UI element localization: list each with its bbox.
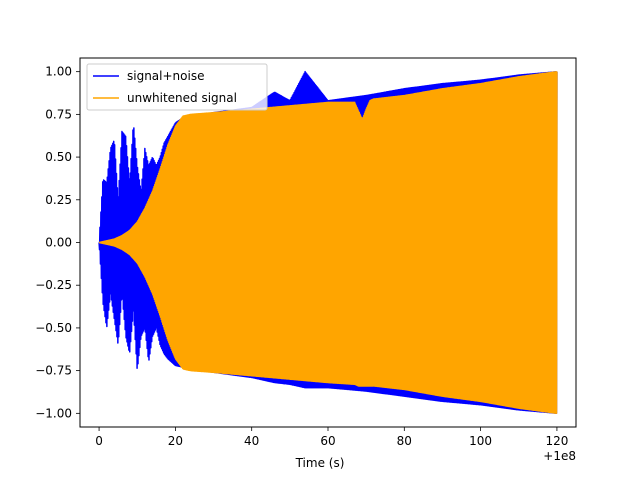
y-tick-label: 0.75 xyxy=(45,107,72,121)
series-layer xyxy=(98,70,558,415)
y-tick-label: 0.50 xyxy=(45,150,72,164)
y-tick-label: 0.25 xyxy=(45,193,72,207)
x-tick-label: 80 xyxy=(397,434,412,448)
y-tick-label: −0.50 xyxy=(35,321,72,335)
x-tick-label: 100 xyxy=(469,434,492,448)
x-tick-label: 40 xyxy=(244,434,259,448)
y-tick-label: −0.75 xyxy=(35,364,72,378)
y-tick-label: 1.00 xyxy=(45,65,72,79)
x-tick-label: 120 xyxy=(545,434,568,448)
x-axis: 0 20 40 60 80 100 120 xyxy=(95,427,568,448)
x-tick-label: 20 xyxy=(168,434,183,448)
legend-label-unwhitened-signal: unwhitened signal xyxy=(127,91,237,105)
y-axis: −1.00 −0.75 −0.50 −0.25 0.00 0.25 0.50 0.75 1.00 xyxy=(35,65,80,420)
x-axis-label: Time (s) xyxy=(295,456,345,470)
x-axis-offset-label: +1e8 xyxy=(543,449,576,463)
y-tick-label: −1.00 xyxy=(35,406,72,420)
legend-box xyxy=(86,63,268,111)
series-line-unwhitened-signal xyxy=(98,71,558,415)
x-tick-label: 60 xyxy=(320,434,335,448)
legend: signal+noise unwhitened signal xyxy=(86,63,268,111)
x-tick-label: 0 xyxy=(95,434,103,448)
legend-label-signal-noise: signal+noise xyxy=(127,69,204,83)
y-tick-label: 0.00 xyxy=(45,236,72,250)
y-tick-label: −0.25 xyxy=(35,278,72,292)
